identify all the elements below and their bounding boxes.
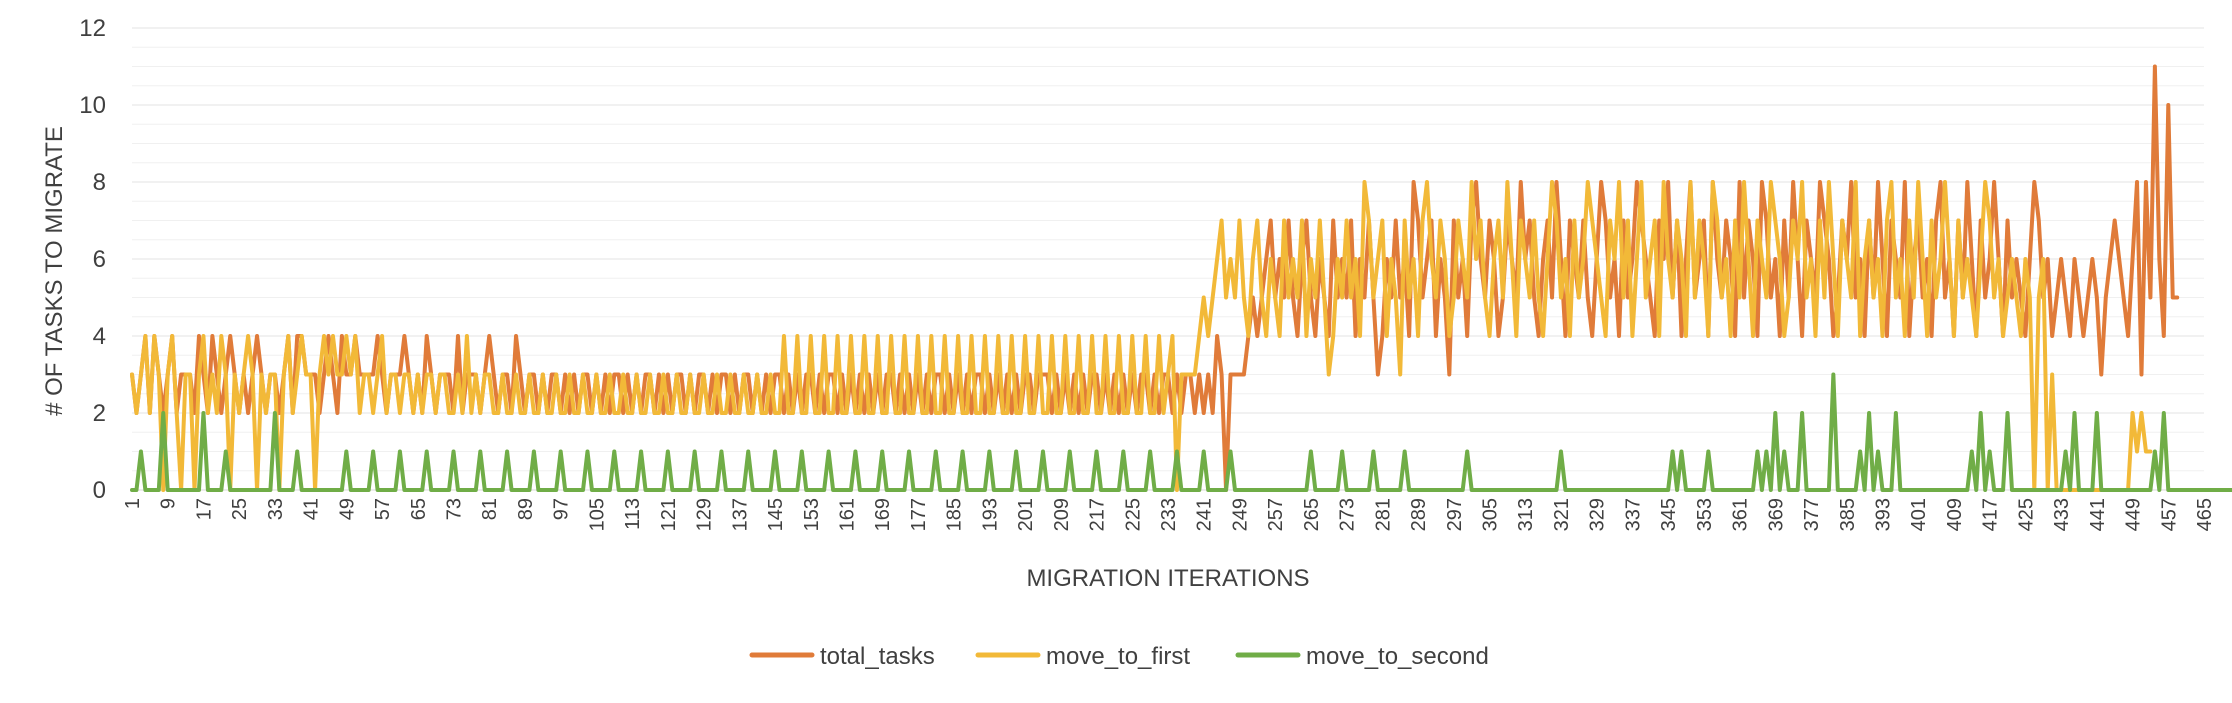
x-tick-label: 409 xyxy=(1944,498,1966,531)
x-tick-label: 449 xyxy=(2123,498,2145,531)
x-tick-label: 281 xyxy=(1372,498,1394,531)
y-tick-label: 8 xyxy=(93,169,106,196)
y-tick-label: 4 xyxy=(93,323,106,350)
y-axis-title: # OF TASKS TO MIGRATE xyxy=(41,126,68,416)
x-tick-label: 97 xyxy=(551,498,573,520)
x-tick-label: 465 xyxy=(2194,498,2216,531)
x-tick-label: 313 xyxy=(1515,498,1537,531)
x-tick-label: 345 xyxy=(1658,498,1680,531)
x-tick-label: 393 xyxy=(1872,498,1894,531)
y-tick-label: 6 xyxy=(93,246,106,273)
x-tick-label: 169 xyxy=(872,498,894,531)
x-tick-label: 425 xyxy=(2015,498,2037,531)
x-tick-label: 385 xyxy=(1837,498,1859,531)
x-tick-label: 289 xyxy=(1408,498,1430,531)
y-tick-label: 2 xyxy=(93,400,106,427)
series-line-move-to-first xyxy=(130,180,2153,492)
legend-label-move-to-first: move_to_first xyxy=(1046,643,1190,670)
y-tick-label: 12 xyxy=(79,15,106,42)
x-tick-label: 121 xyxy=(658,498,680,531)
x-tick-label: 1 xyxy=(122,498,144,509)
x-tick-label: 265 xyxy=(1301,498,1323,531)
x-tick-label: 49 xyxy=(336,498,358,520)
x-tick-label: 137 xyxy=(729,498,751,531)
legend-label-move-to-second: move_to_second xyxy=(1306,643,1489,670)
x-tick-label: 401 xyxy=(1908,498,1930,531)
x-axis-title: MIGRATION ITERATIONS xyxy=(1026,565,1309,592)
x-tick-label: 377 xyxy=(1801,498,1823,531)
x-tick-label: 225 xyxy=(1122,498,1144,531)
x-tick-label: 65 xyxy=(408,498,430,520)
x-tick-label: 73 xyxy=(444,498,466,520)
x-tick-label: 297 xyxy=(1444,498,1466,531)
x-tick-label: 17 xyxy=(193,498,215,520)
x-tick-label: 369 xyxy=(1765,498,1787,531)
x-tick-label: 161 xyxy=(836,498,858,531)
x-tick-label: 361 xyxy=(1730,498,1752,531)
y-tick-label: 0 xyxy=(93,477,106,504)
x-tick-label: 217 xyxy=(1087,498,1109,531)
x-tick-label: 129 xyxy=(694,498,716,531)
x-tick-label: 185 xyxy=(944,498,966,531)
x-tick-label: 113 xyxy=(622,498,644,530)
x-tick-label: 209 xyxy=(1051,498,1073,531)
x-tick-label: 177 xyxy=(908,498,930,531)
x-tick-label: 457 xyxy=(2158,498,2180,531)
x-tick-label: 89 xyxy=(515,498,537,520)
x-tick-label: 329 xyxy=(1587,498,1609,531)
x-tick-label: 337 xyxy=(1622,498,1644,531)
x-tick-label: 25 xyxy=(229,498,251,520)
x-tick-label: 321 xyxy=(1551,498,1573,531)
x-tick-label: 257 xyxy=(1265,498,1287,531)
legend: total_tasks move_to_first move_to_second xyxy=(749,643,1489,670)
x-tick-label: 9 xyxy=(158,498,180,509)
x-tick-label: 41 xyxy=(301,498,323,520)
x-tick-label: 81 xyxy=(479,498,501,520)
x-tick-label: 57 xyxy=(372,498,394,520)
series-line-move-to-second xyxy=(130,372,2232,492)
y-tick-label: 10 xyxy=(79,92,106,119)
x-tick-label: 153 xyxy=(801,498,823,531)
series-lines xyxy=(130,64,2232,492)
x-tick-label: 233 xyxy=(1158,498,1180,531)
x-tick-label: 417 xyxy=(1980,498,2002,531)
x-tick-label: 241 xyxy=(1194,498,1216,531)
x-tick-label: 105 xyxy=(586,498,608,531)
x-tick-label: 33 xyxy=(265,498,287,520)
x-tick-label: 305 xyxy=(1480,498,1502,531)
x-tick-label: 249 xyxy=(1229,498,1251,531)
x-axis-ticks: 1 9 17 25 33 41 49 57 65 73 81 89 97 105 113 121 129 137 1… xyxy=(122,498,2216,531)
x-tick-label: 441 xyxy=(2087,498,2109,531)
x-tick-label: 145 xyxy=(765,498,787,531)
legend-label-total-tasks: total_tasks xyxy=(820,643,935,670)
x-tick-label: 273 xyxy=(1337,498,1359,531)
x-tick-label: 433 xyxy=(2051,498,2073,531)
x-tick-label: 201 xyxy=(1015,498,1037,531)
x-tick-label: 193 xyxy=(979,498,1001,531)
x-tick-label: 353 xyxy=(1694,498,1716,531)
y-axis-ticks: 0 2 4 6 8 10 12 xyxy=(79,15,106,504)
